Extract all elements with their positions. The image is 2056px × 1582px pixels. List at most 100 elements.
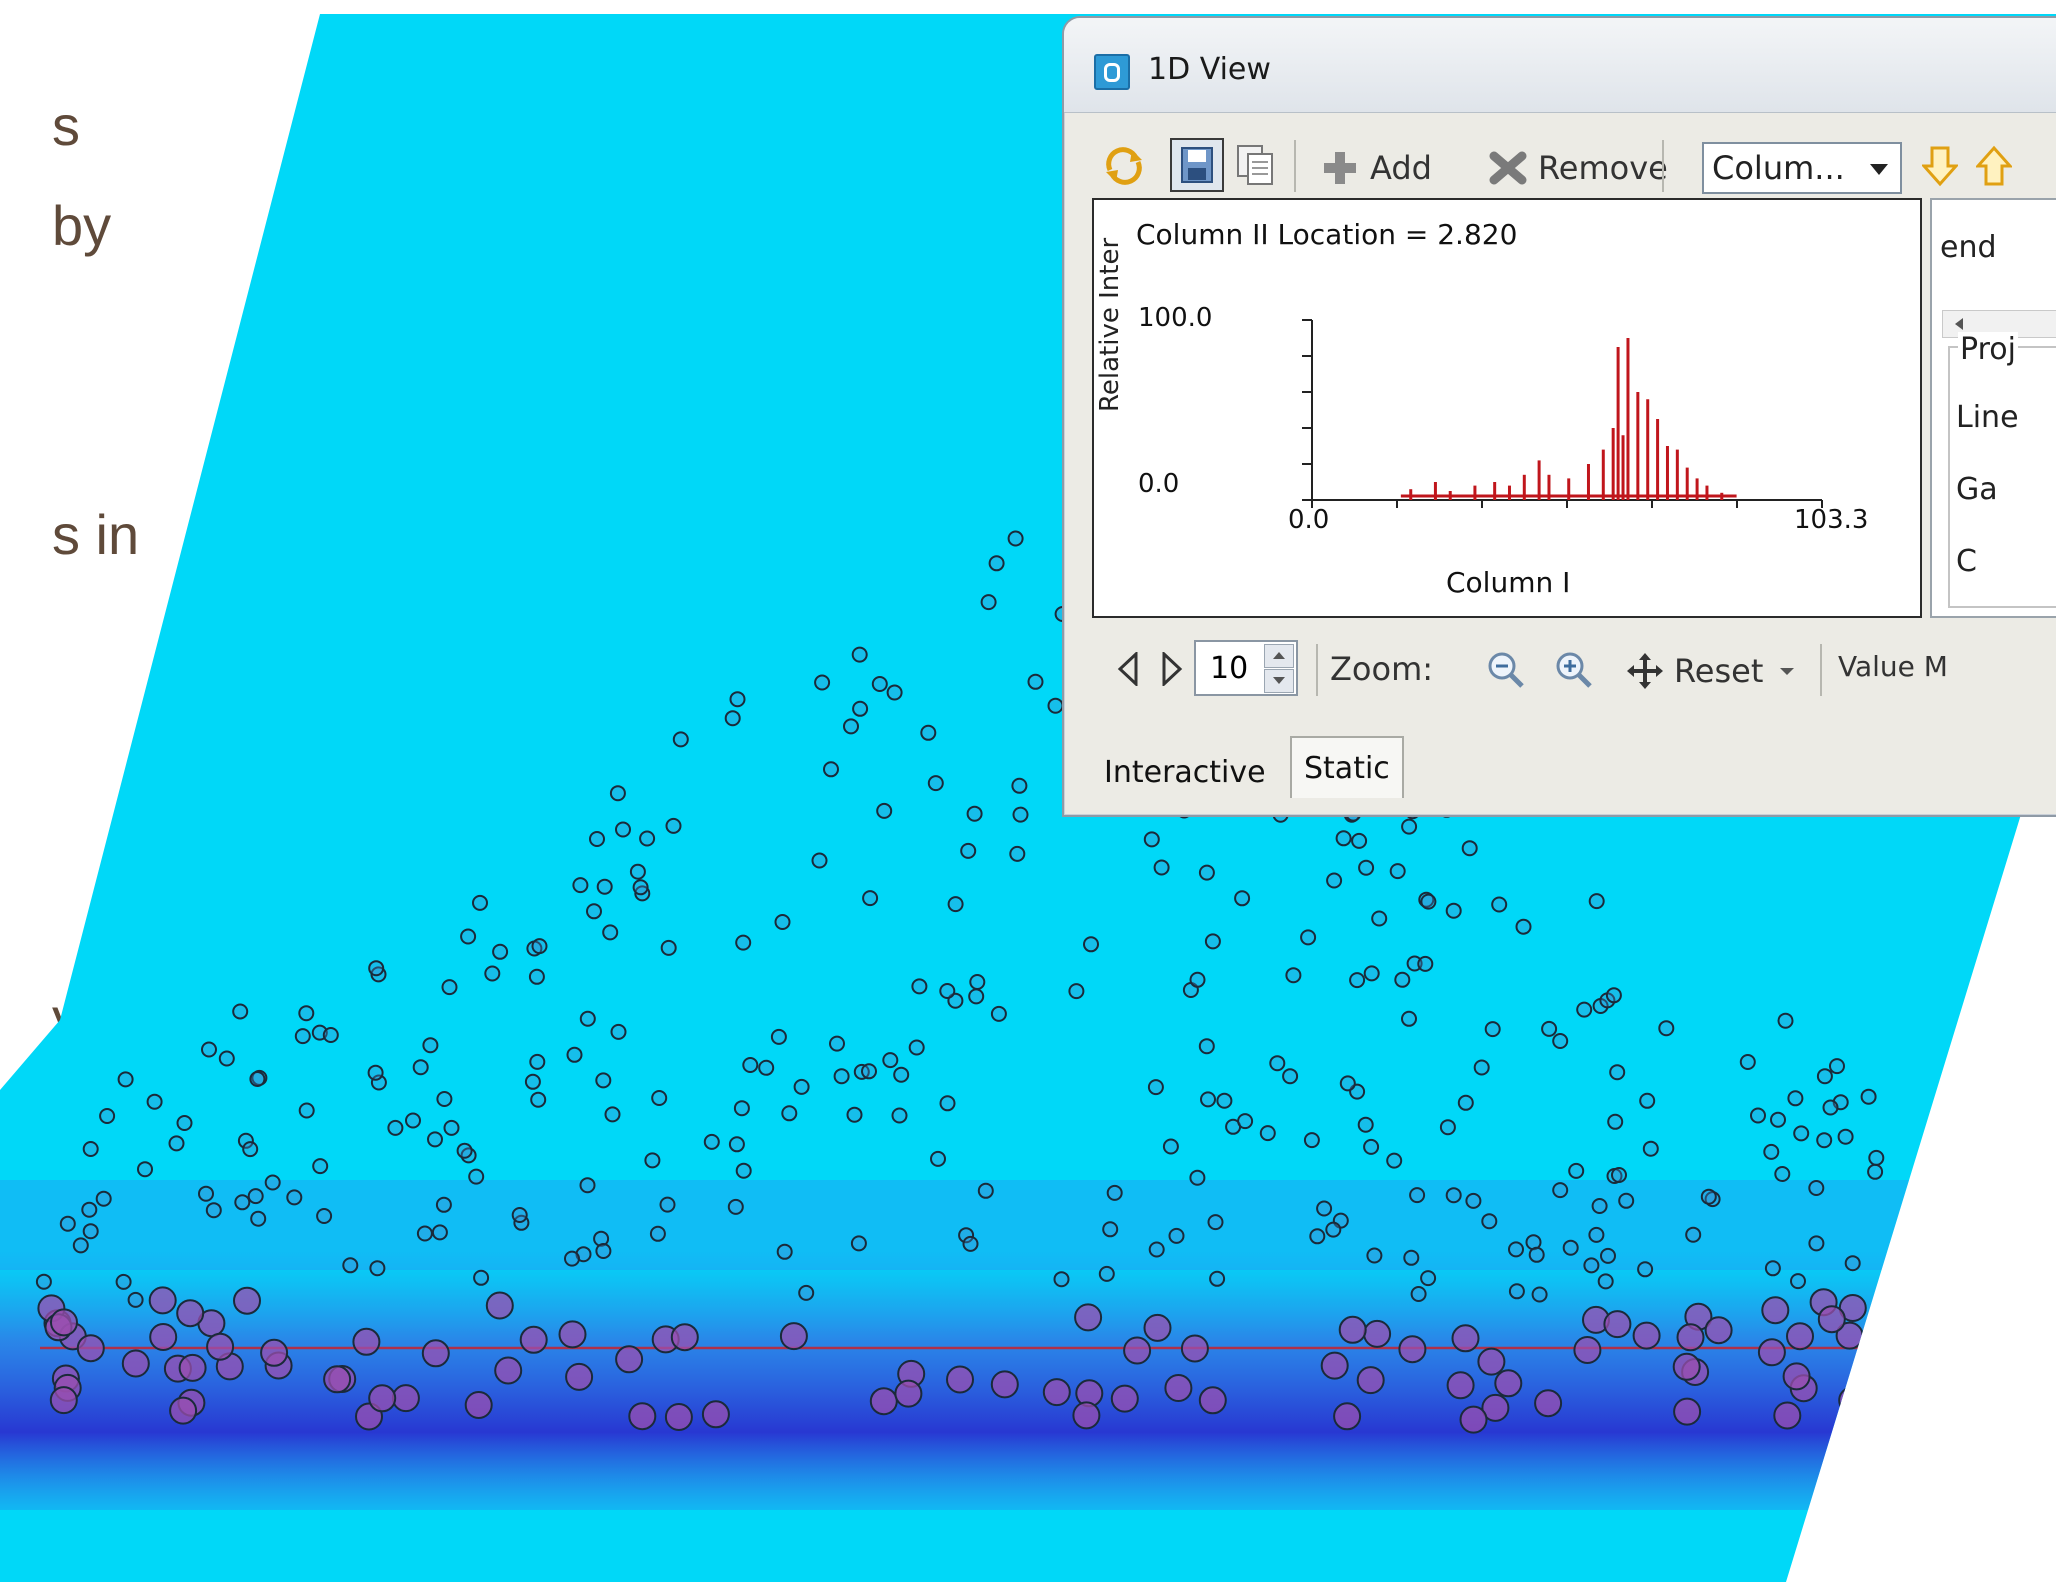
- window-titlebar[interactable]: 1D View: [1064, 18, 2056, 113]
- arrow-down-icon[interactable]: [1920, 144, 1960, 192]
- legend-label: end: [1940, 230, 1997, 265]
- peak-markers: [35, 530, 2001, 1434]
- spin-up-icon[interactable]: [1264, 644, 1294, 668]
- peak-marker: [1180, 1334, 1209, 1363]
- peak-marker: [484, 965, 501, 982]
- peak-marker: [977, 1182, 994, 1199]
- copy-icon[interactable]: [1232, 142, 1278, 192]
- value-mode-label[interactable]: Value M: [1838, 650, 1948, 683]
- peak-marker: [1053, 1271, 1070, 1288]
- peak-marker: [1637, 1261, 1654, 1278]
- peak-marker: [798, 1284, 815, 1301]
- peak-marker: [316, 1208, 333, 1224]
- peak-marker: [1782, 1362, 1811, 1391]
- peak-marker: [969, 974, 986, 990]
- peak-marker: [1394, 971, 1411, 988]
- remove-button[interactable]: Remove: [1488, 142, 1668, 194]
- peak-marker: [595, 1243, 612, 1259]
- peak-marker: [1938, 1396, 1967, 1425]
- peak-marker: [829, 1035, 845, 1052]
- move-icon: [1627, 653, 1663, 689]
- peak-marker: [566, 1046, 583, 1063]
- peak-marker: [1123, 1336, 1152, 1365]
- peak-marker: [1822, 1099, 1839, 1116]
- peak-marker: [1074, 1303, 1103, 1332]
- peak-marker: [117, 1071, 134, 1088]
- previous-arrow-icon[interactable]: [1116, 650, 1140, 690]
- projection-item-line[interactable]: Line: [1956, 400, 2019, 435]
- peak-marker: [368, 960, 385, 977]
- tab-interactive[interactable]: Interactive: [1092, 744, 1278, 800]
- peak-marker: [779, 1322, 808, 1351]
- arrow-up-icon[interactable]: [1974, 144, 2014, 192]
- y-tick-label-top: 100.0: [1138, 303, 1212, 333]
- peak-marker: [1588, 1226, 1605, 1243]
- peak-marker: [1465, 1192, 1482, 1209]
- peak-marker: [735, 934, 752, 951]
- spin-down-icon[interactable]: [1264, 669, 1294, 693]
- peak-marker: [1420, 1270, 1437, 1287]
- peak-marker: [1685, 1226, 1702, 1243]
- peak-marker: [1515, 918, 1532, 935]
- peak-marker: [1207, 1214, 1224, 1231]
- projection-item-c[interactable]: C: [1956, 544, 1977, 579]
- peak-marker: [962, 1235, 979, 1252]
- peak-marker: [1282, 1068, 1299, 1085]
- peak-marker: [1446, 1371, 1475, 1400]
- peak-marker: [958, 1227, 975, 1244]
- peak-marker: [1946, 1180, 1963, 1196]
- peak-marker: [980, 594, 997, 611]
- peak-marker: [1234, 890, 1251, 907]
- peak-marker: [1106, 1184, 1123, 1201]
- peak-marker: [1607, 1113, 1624, 1130]
- reset-button[interactable]: Reset: [1624, 646, 1797, 696]
- peak-marker: [1009, 845, 1026, 862]
- peak-marker: [1012, 806, 1029, 823]
- peak-marker: [249, 1071, 266, 1087]
- projection-item-ga[interactable]: Ga: [1956, 472, 1998, 507]
- peak-marker: [894, 1379, 923, 1408]
- peak-marker: [629, 863, 646, 880]
- save-icon[interactable]: [1170, 138, 1224, 192]
- peak-marker: [369, 1260, 386, 1277]
- peak-marker: [178, 1353, 207, 1382]
- peak-marker: [1403, 1249, 1420, 1266]
- peak-marker: [660, 939, 677, 956]
- peak-marker: [1508, 1241, 1524, 1258]
- refresh-icon[interactable]: [1102, 144, 1146, 192]
- column-select[interactable]: Colum...: [1702, 142, 1902, 194]
- tab-static[interactable]: Static: [1290, 736, 1404, 798]
- peak-marker: [1162, 1138, 1179, 1155]
- peak-marker: [939, 983, 956, 999]
- peak-marker: [1922, 1216, 1939, 1233]
- peak-marker: [1576, 1001, 1593, 1018]
- peak-marker: [1911, 1367, 1940, 1396]
- add-button[interactable]: Add: [1320, 142, 1432, 194]
- peak-marker: [1632, 1321, 1661, 1350]
- peak-marker: [1932, 1200, 1949, 1217]
- next-arrow-icon[interactable]: [1160, 650, 1184, 690]
- peak-marker: [233, 1286, 261, 1315]
- peak-marker: [1338, 1315, 1367, 1344]
- peak-marker: [946, 1365, 974, 1394]
- peak-marker: [1899, 1283, 1916, 1300]
- page-spinbox[interactable]: 10: [1194, 640, 1298, 696]
- peak-marker: [1816, 1068, 1833, 1085]
- peak-marker: [1451, 1324, 1480, 1353]
- peak-marker: [176, 1115, 193, 1131]
- peak-marker: [776, 1243, 793, 1260]
- peak-marker: [876, 802, 893, 819]
- peak-marker: [387, 1119, 404, 1136]
- peak-marker: [1168, 1227, 1185, 1244]
- zoom-out-icon[interactable]: [1484, 648, 1528, 696]
- peak-marker: [1568, 1162, 1585, 1179]
- peak-marker: [1786, 1322, 1814, 1351]
- peak-marker: [1757, 1338, 1786, 1367]
- zoom-in-icon[interactable]: [1552, 648, 1596, 696]
- peak-marker: [205, 1202, 222, 1219]
- y-tick-label-bottom: 0.0: [1138, 469, 1179, 499]
- peak-marker: [1269, 1055, 1286, 1072]
- peak-marker: [733, 1100, 750, 1117]
- peak-marker: [851, 646, 868, 663]
- peak-marker: [1445, 1187, 1462, 1204]
